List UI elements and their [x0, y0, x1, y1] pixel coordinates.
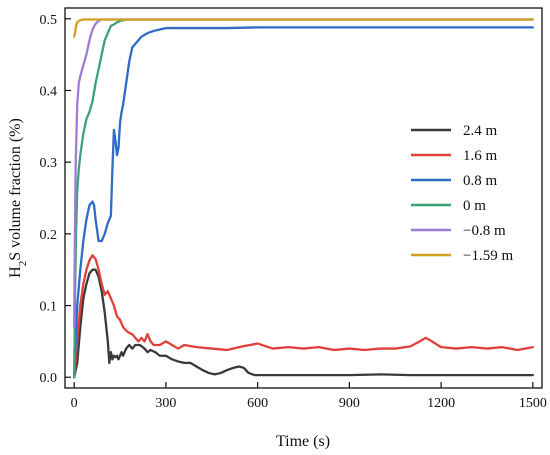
legend-label-4: −0.8 m: [463, 223, 506, 239]
legend-label-0: 2.4 m: [463, 123, 498, 139]
x-tick-label: 300: [155, 396, 176, 411]
legend-label-5: −1.59 m: [463, 248, 513, 264]
x-tick-label: 0: [71, 396, 78, 411]
y-axis-label-post: S volume fraction (%): [7, 118, 24, 261]
x-tick-label: 1200: [427, 396, 455, 411]
y-tick-label: 0.1: [40, 300, 58, 315]
x-tick-label: 1500: [519, 396, 547, 411]
y-tick-label: 0.2: [40, 228, 58, 243]
series-line-5: [73, 18, 534, 38]
x-tick-label: 600: [247, 396, 268, 411]
y-axis-label-pre: H: [7, 266, 24, 278]
y-tick-label: 0.3: [40, 156, 58, 171]
series-line-1: [73, 254, 534, 379]
legend: 2.4 m 1.6 m 0.8 m 0 m −0.8 m −1.59 m: [411, 123, 513, 264]
y-tick-label: 0.5: [40, 13, 58, 28]
plot-frame: [64, 7, 543, 389]
tick-layer: 0 300 600 900 1200 1500 0.0 0.1 0.2 0.3 0.4 0.5: [40, 13, 547, 411]
y-tick-label: 0.4: [40, 84, 58, 99]
series-line-0: [73, 268, 534, 379]
y-axis-label-sub: 2: [17, 261, 29, 267]
series-layer: [73, 18, 534, 379]
x-tick-label: 900: [339, 396, 360, 411]
series-line-2: [73, 26, 534, 379]
legend-label-1: 1.6 m: [463, 148, 498, 164]
legend-label-2: 0.8 m: [463, 173, 498, 189]
x-axis-label: Time (s): [276, 433, 330, 450]
y-axis-label: H2S volume fraction (%): [7, 118, 29, 278]
legend-label-3: 0 m: [463, 198, 486, 214]
y-tick-label: 0.0: [40, 371, 58, 386]
